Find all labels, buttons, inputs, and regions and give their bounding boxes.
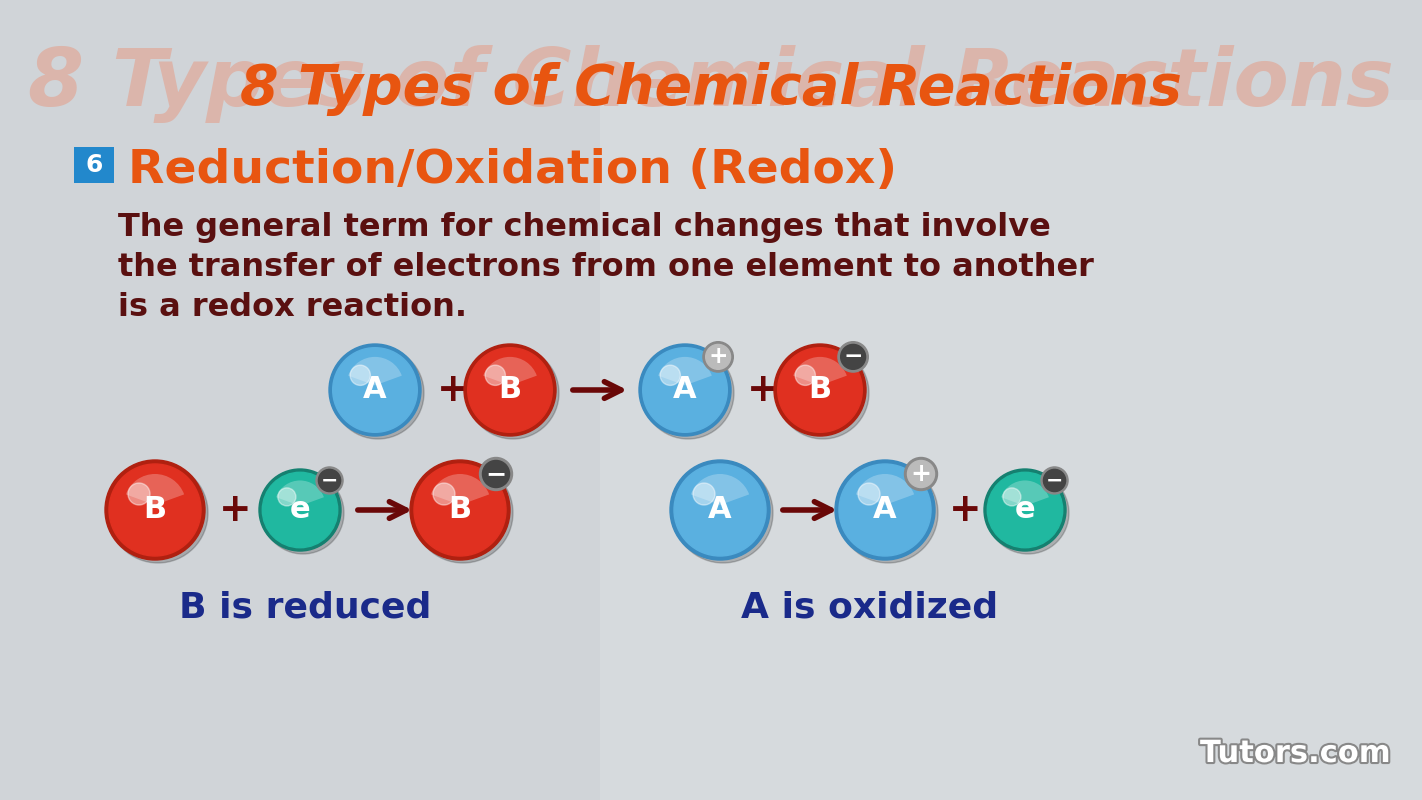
Wedge shape [856, 474, 914, 505]
Circle shape [434, 483, 455, 505]
Text: B is reduced: B is reduced [179, 590, 431, 624]
Wedge shape [348, 357, 402, 386]
Circle shape [414, 464, 506, 556]
Text: is a redox reaction.: is a redox reaction. [118, 292, 466, 323]
Text: B: B [499, 375, 522, 405]
Wedge shape [793, 357, 846, 386]
Circle shape [702, 342, 734, 372]
Circle shape [984, 469, 1066, 551]
Circle shape [838, 342, 869, 372]
Circle shape [1044, 470, 1065, 491]
Circle shape [328, 344, 421, 436]
Circle shape [1041, 467, 1068, 494]
Circle shape [840, 345, 866, 370]
Circle shape [835, 460, 936, 560]
Text: +: + [910, 462, 931, 486]
Circle shape [128, 483, 149, 505]
Circle shape [907, 461, 934, 487]
Text: the transfer of electrons from one element to another: the transfer of electrons from one eleme… [118, 252, 1094, 283]
Circle shape [259, 469, 341, 551]
Text: A: A [873, 495, 897, 525]
Text: B: B [448, 495, 472, 525]
Circle shape [674, 464, 766, 556]
Circle shape [660, 365, 680, 386]
FancyBboxPatch shape [74, 147, 114, 183]
Circle shape [1003, 488, 1021, 506]
Circle shape [464, 344, 556, 436]
Text: 8 Types of Chemical Reactions: 8 Types of Chemical Reactions [28, 45, 1394, 123]
Circle shape [108, 463, 208, 563]
Text: A: A [673, 375, 697, 405]
Circle shape [778, 348, 862, 432]
Circle shape [904, 458, 937, 490]
Circle shape [705, 345, 731, 370]
FancyBboxPatch shape [600, 100, 1422, 800]
Text: B: B [809, 375, 832, 405]
Text: A: A [363, 375, 387, 405]
Wedge shape [483, 357, 536, 386]
Circle shape [838, 463, 939, 563]
Text: B: B [144, 495, 166, 525]
Circle shape [479, 458, 512, 490]
Text: A is oxidized: A is oxidized [741, 590, 998, 624]
Circle shape [482, 461, 509, 487]
Wedge shape [1001, 481, 1049, 506]
Text: −: − [1047, 470, 1064, 490]
Text: −: − [843, 346, 863, 368]
Circle shape [776, 347, 869, 439]
Circle shape [857, 483, 880, 505]
Circle shape [468, 348, 552, 432]
Circle shape [795, 365, 815, 386]
Wedge shape [127, 474, 183, 505]
Text: +: + [219, 491, 252, 529]
Circle shape [412, 463, 513, 563]
Circle shape [643, 348, 727, 432]
Text: A: A [708, 495, 732, 525]
Circle shape [319, 470, 341, 491]
Circle shape [333, 348, 417, 432]
Text: Tutors.com: Tutors.com [1200, 739, 1389, 768]
Circle shape [262, 472, 337, 548]
Text: Reduction/Oxidation (Redox): Reduction/Oxidation (Redox) [128, 148, 897, 193]
Circle shape [839, 464, 931, 556]
Text: +: + [948, 491, 981, 529]
Circle shape [410, 460, 510, 560]
Circle shape [466, 347, 559, 439]
Wedge shape [658, 357, 712, 386]
Circle shape [109, 464, 201, 556]
Circle shape [316, 467, 343, 494]
Text: The general term for chemical changes that involve: The general term for chemical changes th… [118, 212, 1051, 243]
Text: +: + [437, 371, 469, 409]
Text: −: − [485, 462, 506, 486]
Circle shape [105, 460, 205, 560]
Wedge shape [691, 474, 749, 505]
Circle shape [641, 347, 734, 439]
Text: 6: 6 [85, 153, 102, 177]
Text: 8 Types of Chemical Reactions: 8 Types of Chemical Reactions [240, 62, 1182, 116]
Circle shape [638, 344, 731, 436]
Circle shape [987, 472, 1062, 548]
Circle shape [670, 460, 769, 560]
Text: +: + [708, 346, 728, 368]
Circle shape [277, 488, 296, 506]
Circle shape [485, 365, 505, 386]
Text: e: e [290, 495, 310, 525]
Circle shape [350, 365, 370, 386]
Circle shape [693, 483, 715, 505]
Circle shape [262, 472, 344, 554]
Circle shape [987, 472, 1069, 554]
Circle shape [331, 347, 424, 439]
Text: −: − [321, 470, 338, 490]
Circle shape [673, 463, 774, 563]
Circle shape [774, 344, 866, 436]
Wedge shape [276, 481, 324, 506]
Text: +: + [747, 371, 779, 409]
Text: e: e [1015, 495, 1035, 525]
Wedge shape [431, 474, 489, 505]
